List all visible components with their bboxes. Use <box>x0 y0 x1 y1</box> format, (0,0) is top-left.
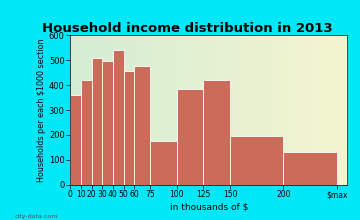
Bar <box>81 80 91 185</box>
Bar <box>150 141 177 185</box>
Bar <box>102 61 113 185</box>
Bar <box>283 152 337 185</box>
Bar <box>177 89 203 185</box>
Bar <box>123 71 134 185</box>
Text: city-data.com: city-data.com <box>14 214 58 219</box>
Bar <box>91 58 102 185</box>
Bar <box>230 136 283 185</box>
Bar <box>70 95 81 185</box>
Text: Household income distribution in 2013: Household income distribution in 2013 <box>42 22 333 35</box>
Y-axis label: Households per each $1000 section: Households per each $1000 section <box>37 38 46 182</box>
X-axis label: in thousands of $: in thousands of $ <box>170 202 248 211</box>
Bar <box>203 80 230 185</box>
Bar <box>134 66 150 185</box>
Bar <box>113 50 123 185</box>
